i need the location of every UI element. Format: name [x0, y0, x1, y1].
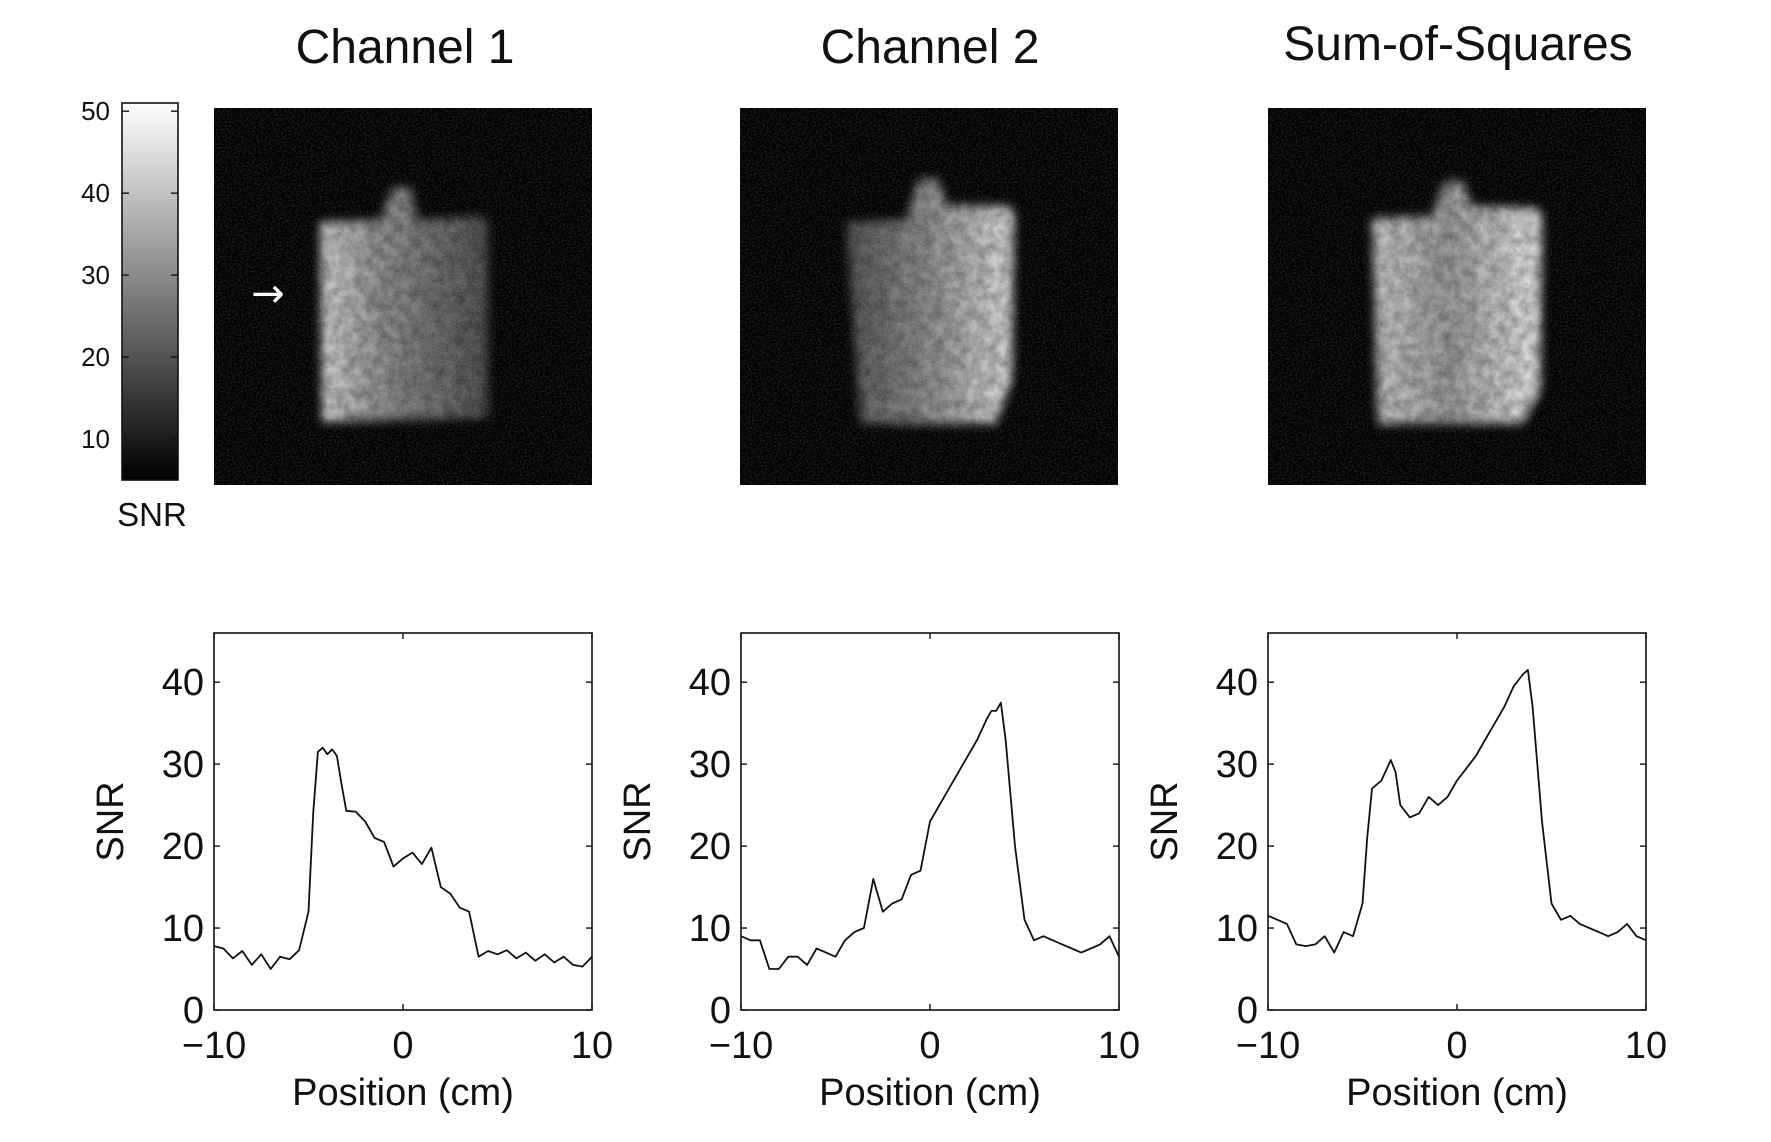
- y-tick-label: 0: [183, 990, 204, 1032]
- arrow-annotation: →: [251, 271, 285, 317]
- image-title-1: Channel 1: [296, 21, 515, 74]
- colorbar-tick-label: 50: [81, 96, 110, 126]
- image-panel-2: [740, 108, 1118, 485]
- x-axis-label: Position (cm): [819, 1072, 1041, 1114]
- y-tick-label: 30: [1216, 744, 1258, 786]
- x-tick-label: 0: [919, 1025, 940, 1067]
- y-tick-label: 30: [162, 744, 204, 786]
- colorbar-gradient: [121, 102, 179, 481]
- colorbar-tick-label: 40: [81, 178, 110, 208]
- colorbar-tick-label: 20: [81, 342, 110, 372]
- y-tick-label: 10: [162, 908, 204, 950]
- x-tick-label: 10: [1098, 1025, 1140, 1067]
- y-axis-label: SNR: [1144, 781, 1186, 861]
- y-tick-label: 10: [689, 908, 731, 950]
- image-title-2: Channel 2: [821, 21, 1040, 74]
- y-tick-label: 30: [689, 744, 731, 786]
- y-tick-label: 20: [689, 826, 731, 868]
- y-tick-label: 20: [162, 826, 204, 868]
- y-tick-label: 40: [162, 662, 204, 704]
- colorbar-tick-label: 30: [81, 260, 110, 290]
- colorbar: 10 20 30 40 50 SNR: [81, 96, 187, 533]
- x-tick-label: 0: [392, 1025, 413, 1067]
- image-panel-1: →: [214, 108, 592, 485]
- x-tick-label: −10: [182, 1025, 246, 1067]
- y-axis-label: SNR: [617, 781, 659, 861]
- plot-frame: [213, 632, 593, 1011]
- y-axis-label: SNR: [90, 781, 132, 861]
- y-tick-label: 0: [1237, 990, 1258, 1032]
- colorbar-tick-label: 10: [81, 424, 110, 454]
- x-tick-label: −10: [709, 1025, 773, 1067]
- y-tick-label: 40: [689, 662, 731, 704]
- image-title-3: Sum-of-Squares: [1283, 18, 1632, 71]
- y-tick-label: 10: [1216, 908, 1258, 950]
- x-tick-label: 0: [1446, 1025, 1467, 1067]
- y-tick-label: 0: [710, 990, 731, 1032]
- y-tick-label: 20: [1216, 826, 1258, 868]
- x-tick-label: −10: [1236, 1025, 1300, 1067]
- snr-profile-line: [1267, 669, 1647, 954]
- x-axis-label: Position (cm): [292, 1072, 514, 1114]
- x-tick-label: 10: [1625, 1025, 1667, 1067]
- snr-profile-line: [213, 746, 593, 970]
- x-tick-label: 10: [571, 1025, 613, 1067]
- image-panel-3: [1268, 108, 1646, 485]
- colorbar-label: SNR: [117, 496, 187, 533]
- y-tick-label: 40: [1216, 662, 1258, 704]
- x-axis-label: Position (cm): [1346, 1072, 1568, 1114]
- snr-profile-line: [740, 701, 1120, 970]
- plot-frame: [1267, 632, 1647, 1011]
